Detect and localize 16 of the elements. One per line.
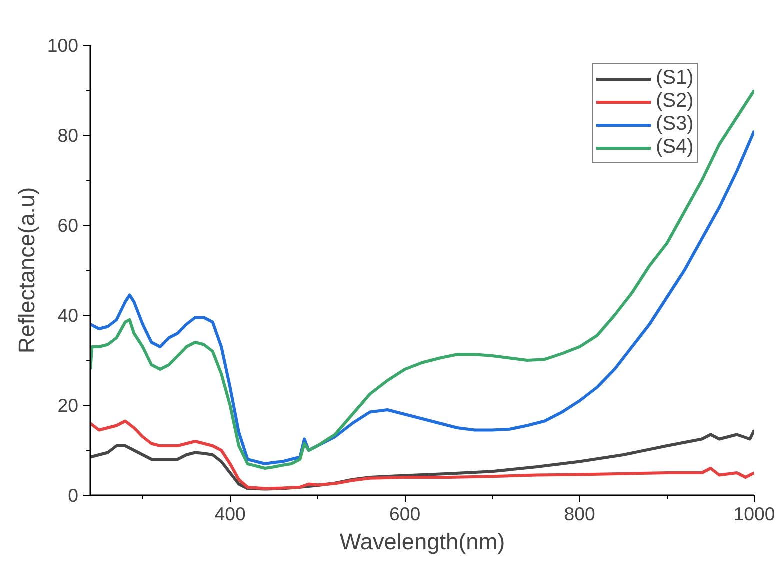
x-tick-label: 600 [389,504,421,524]
legend-label: (S1) [656,67,694,90]
x-tick-label: 800 [564,504,596,524]
x-tick-label: 1000 [734,504,776,524]
x-tick-label: 400 [214,504,246,524]
legend-label: (S2) [656,90,694,113]
y-tick-label: 60 [58,215,79,236]
y-tick-label: 100 [47,35,79,56]
x-axis-title: Wavelength(nm) [340,528,506,554]
y-tick-label: 40 [58,305,79,326]
legend-label: (S3) [656,113,694,136]
y-tick-label: 20 [58,395,79,416]
y-tick-label: 80 [58,125,79,146]
y-tick-label: 0 [68,485,79,506]
legend-label: (S4) [656,136,694,159]
y-axis-title: Reflectance(a.u) [13,187,40,354]
